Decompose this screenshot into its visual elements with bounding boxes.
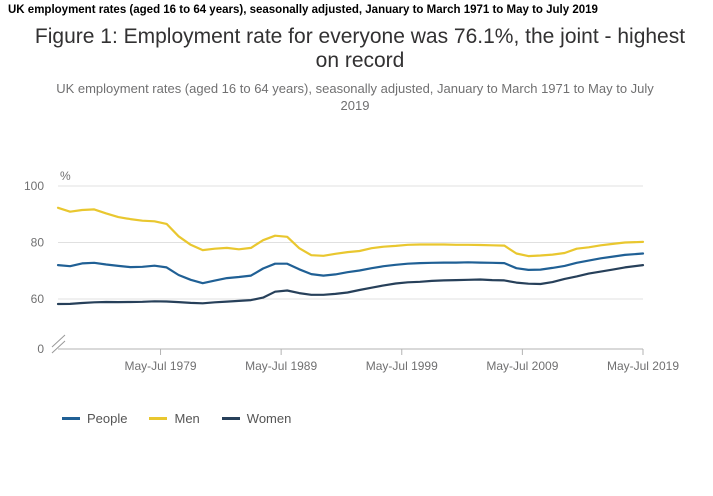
axis-break-mark — [51, 334, 66, 348]
chart-title: Figure 1: Employment rate for everyone w… — [34, 25, 686, 72]
legend-label-people: People — [87, 411, 128, 426]
x-tick-label: May-Jul 2009 — [486, 359, 558, 373]
chart-subtitle: UK employment rates (aged 16 to 64 years… — [56, 81, 654, 113]
y-tick-label: 80 — [31, 236, 45, 250]
chart-legend: People Men Women — [62, 411, 291, 426]
chart-caption: UK employment rates (aged 16 to 64 years… — [8, 4, 598, 16]
legend-item-people[interactable]: People — [62, 411, 127, 426]
y-axis-unit: % — [60, 169, 71, 183]
x-tick-label: May-Jul 1979 — [125, 359, 197, 373]
legend-label-men: Men — [174, 411, 200, 426]
legend-swatch-women — [221, 417, 240, 420]
x-tick-label: May-Jul 1989 — [245, 359, 317, 373]
y-tick-label: 100 — [24, 179, 44, 193]
legend-item-men[interactable]: Men — [149, 411, 200, 426]
y-tick-label: 0 — [37, 342, 44, 356]
legend-swatch-men — [149, 417, 168, 420]
series-line-men — [56, 206, 645, 258]
x-tick-label: May-Jul 1999 — [366, 359, 438, 373]
series-line-women — [56, 264, 645, 306]
legend-swatch-people — [62, 417, 80, 420]
axis-break-mark — [51, 340, 66, 354]
x-tick-label: May-Jul 2019 — [607, 359, 679, 373]
series-line-people — [56, 252, 645, 285]
y-tick-label: 60 — [31, 292, 45, 306]
legend-item-women[interactable]: Women — [221, 411, 292, 426]
legend-label-women: Women — [246, 411, 292, 426]
